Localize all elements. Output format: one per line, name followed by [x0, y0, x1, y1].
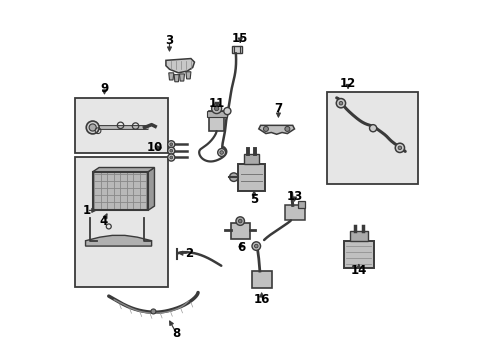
Circle shape	[217, 149, 225, 157]
Bar	[93, 172, 148, 210]
Circle shape	[336, 99, 345, 108]
Circle shape	[220, 151, 223, 154]
Text: 5: 5	[249, 193, 258, 206]
Text: 6: 6	[236, 241, 244, 255]
Polygon shape	[93, 167, 154, 172]
Polygon shape	[185, 72, 190, 79]
Circle shape	[229, 173, 238, 181]
Bar	[231, 46, 242, 53]
Bar	[326, 93, 417, 184]
Circle shape	[167, 147, 175, 154]
Text: 12: 12	[339, 77, 355, 90]
Circle shape	[238, 219, 242, 223]
Text: 8: 8	[172, 327, 181, 340]
Bar	[93, 172, 148, 210]
Circle shape	[167, 154, 175, 161]
Text: 2: 2	[184, 247, 193, 260]
Circle shape	[394, 143, 404, 153]
Circle shape	[151, 309, 156, 314]
Bar	[75, 157, 167, 287]
Polygon shape	[165, 59, 194, 73]
Text: 10: 10	[146, 141, 163, 154]
Bar	[238, 164, 264, 192]
Circle shape	[167, 141, 175, 148]
Polygon shape	[174, 75, 179, 82]
Bar	[75, 98, 167, 153]
Bar	[251, 271, 271, 288]
Bar	[284, 205, 304, 220]
Bar	[298, 202, 304, 208]
Text: 7: 7	[274, 102, 282, 115]
Text: 13: 13	[286, 190, 302, 203]
Circle shape	[89, 124, 96, 131]
Text: 4: 4	[99, 215, 107, 228]
Circle shape	[235, 217, 244, 225]
Polygon shape	[85, 235, 151, 246]
Polygon shape	[179, 74, 184, 81]
Bar	[343, 242, 373, 268]
Circle shape	[339, 102, 342, 105]
Bar	[349, 231, 367, 242]
Text: 11: 11	[208, 97, 224, 110]
Circle shape	[251, 242, 260, 250]
Text: 3: 3	[165, 34, 173, 47]
Text: 16: 16	[253, 293, 269, 306]
Circle shape	[214, 107, 218, 111]
Bar	[230, 223, 249, 239]
Text: 1: 1	[82, 204, 90, 217]
Text: 15: 15	[231, 32, 248, 45]
Bar	[208, 111, 224, 131]
Circle shape	[211, 104, 221, 113]
Text: 14: 14	[350, 264, 366, 276]
Polygon shape	[148, 167, 154, 210]
Circle shape	[224, 108, 230, 114]
Circle shape	[369, 125, 376, 132]
Circle shape	[169, 156, 172, 159]
Circle shape	[169, 143, 172, 146]
Circle shape	[86, 121, 99, 134]
Circle shape	[254, 244, 258, 248]
Circle shape	[285, 126, 289, 131]
Bar	[206, 111, 226, 117]
Circle shape	[397, 146, 401, 150]
Circle shape	[263, 126, 268, 131]
Bar	[244, 154, 258, 164]
Polygon shape	[258, 125, 294, 134]
Polygon shape	[168, 73, 173, 80]
Circle shape	[169, 149, 172, 152]
Text: 9: 9	[100, 82, 108, 95]
